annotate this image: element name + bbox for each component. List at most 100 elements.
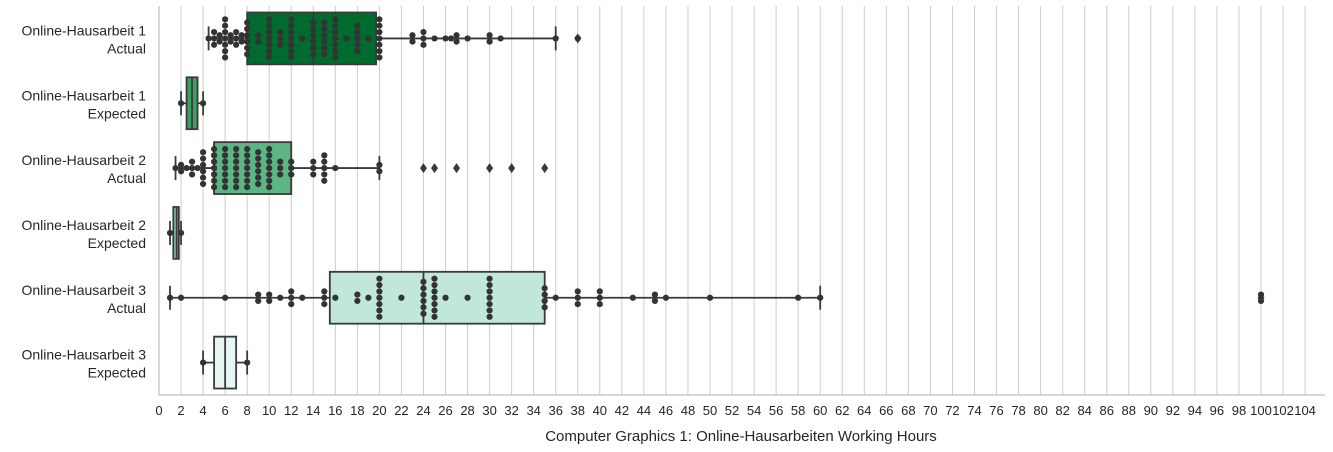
swarm-point [431, 275, 438, 282]
swarm-point [266, 297, 273, 305]
swarm-point [541, 291, 548, 298]
swarm-point [354, 291, 361, 298]
swarm-point [255, 174, 262, 181]
swarm-point [288, 288, 295, 295]
swarm-point [497, 35, 504, 42]
swarm-point [222, 28, 229, 36]
x-tick-label: 48 [681, 403, 695, 418]
swarm-point [266, 171, 273, 178]
swarm-point [222, 35, 229, 42]
swarm-point [227, 32, 234, 39]
category-labels: Online-Hausarbeit 1 Actual Online-Hausarbe… [21, 22, 146, 380]
swarm-point [420, 41, 427, 48]
swarm-point [233, 152, 240, 159]
swarm-point [244, 184, 251, 191]
boxplot-row [202, 335, 249, 390]
swarm-point [1257, 297, 1265, 305]
swarm-point [288, 35, 295, 42]
category-label-line2: Actual [107, 300, 146, 316]
x-tick-label: 50 [703, 403, 717, 418]
swarm-point [486, 32, 493, 39]
swarm-point [266, 16, 273, 23]
swarm-point [420, 28, 427, 36]
swarm-point [431, 307, 438, 314]
swarm-point [376, 307, 383, 314]
swarm-point [552, 35, 559, 42]
x-tick-label: 66 [879, 403, 893, 418]
swarm-point [651, 291, 659, 298]
swarm-point [211, 164, 218, 172]
swarm-point [199, 168, 207, 175]
swarm-point [255, 149, 262, 156]
swarm-point [211, 145, 218, 153]
swarm-point [541, 297, 548, 305]
swarm-point [321, 51, 328, 58]
swarm-point [216, 38, 223, 45]
swarm-point [222, 48, 229, 55]
swarm-point [332, 22, 339, 29]
swarm-point [651, 297, 659, 305]
swarm-point [266, 41, 273, 48]
x-tick-label: 46 [659, 403, 673, 418]
swarm-point [486, 288, 493, 295]
swarm-point [288, 158, 295, 165]
swarm-point [409, 32, 416, 39]
swarm-point [332, 28, 339, 36]
swarm-point [354, 22, 361, 29]
swarm-point [222, 41, 229, 48]
swarm-point [442, 294, 449, 301]
swarm-point [486, 307, 493, 314]
swarm-point [233, 35, 240, 42]
x-tick-label: 72 [945, 403, 959, 418]
swarm-point [486, 301, 493, 308]
swarm-point [177, 168, 185, 175]
outlier-marker [419, 163, 427, 174]
swarm-point [244, 51, 251, 58]
swarm-point [233, 164, 240, 172]
x-tick-label: 36 [548, 403, 562, 418]
swarm-point [321, 32, 328, 39]
category-label-line2: Expected [88, 365, 146, 381]
swarm-point [332, 41, 339, 48]
swarm-point [376, 301, 383, 308]
swarm-point [211, 158, 218, 165]
swarm-point [222, 294, 229, 301]
outlier-marker [486, 163, 494, 174]
swarm-point [244, 152, 251, 159]
x-tick-label: 60 [813, 403, 827, 418]
swarm-point [222, 145, 229, 153]
grid-lines [180, 6, 1306, 395]
boxplot-row [174, 141, 549, 195]
swarm-point [365, 35, 372, 42]
swarm-point [398, 294, 405, 301]
swarm-point [188, 158, 196, 165]
swarm-point [321, 158, 328, 165]
swarm-point [266, 22, 273, 29]
swarm-point [199, 174, 207, 181]
swarm-point [266, 35, 273, 42]
swarm-point [199, 149, 207, 156]
swarm-point [266, 184, 273, 191]
swarm-point [211, 41, 218, 48]
swarm-point [596, 288, 603, 295]
swarm-point [244, 177, 251, 184]
swarm-point [662, 294, 670, 301]
x-tick-label: 40 [593, 403, 607, 418]
swarm-point [299, 35, 306, 42]
swarm-point [211, 171, 218, 178]
swarm-point [354, 35, 361, 42]
boxplot-row [180, 76, 204, 131]
swarm-point [310, 158, 317, 165]
swarm-point [233, 177, 240, 184]
x-tick-label: 96 [1210, 403, 1224, 418]
outlier-marker [431, 163, 438, 174]
axes [158, 6, 1325, 396]
outlier-marker [508, 163, 516, 174]
swarm-point [255, 32, 262, 39]
swarm-point [244, 32, 251, 39]
swarm-point [183, 164, 190, 172]
swarm-point [211, 177, 218, 184]
x-tick-label: 0 [155, 403, 162, 418]
swarm-point [376, 313, 383, 320]
